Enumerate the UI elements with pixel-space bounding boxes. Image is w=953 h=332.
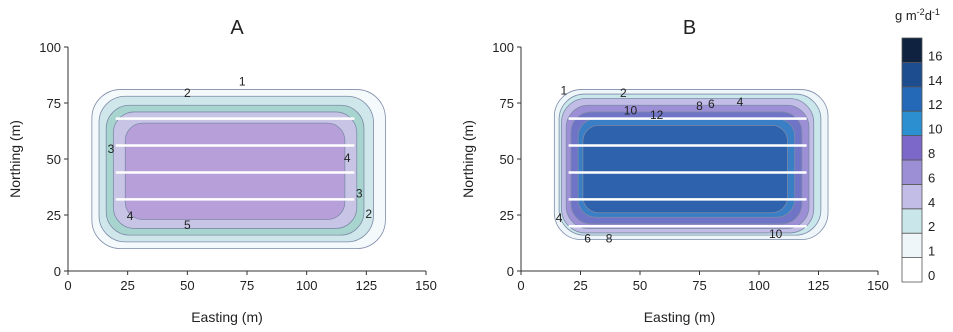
x-tick-label: 150	[867, 278, 889, 293]
colorbar-bin	[901, 62, 923, 88]
colorbar-tick-label: 0	[928, 268, 935, 283]
x-tick-label: 100	[296, 278, 318, 293]
colorbar-bin	[901, 183, 923, 210]
y-tick-label: 0	[507, 264, 514, 279]
contour-label: 8	[606, 231, 613, 245]
x-tick-label: 75	[240, 278, 254, 293]
contour-label: 4	[737, 95, 744, 109]
colorbar-bin	[901, 232, 923, 258]
y-tick-label: 75	[500, 96, 514, 111]
panel-B: B1 210 128 6 446 8 100 25 50 75 100 125 150025507510…	[460, 17, 889, 325]
colorbar-tick-label: 16	[928, 48, 942, 63]
colorbar-bin	[901, 37, 923, 63]
colorbar-tick-label: 14	[928, 73, 942, 88]
contour-label: 12	[650, 108, 664, 122]
x-tick-label: 0	[517, 278, 524, 293]
colorbar-tick-label: 4	[928, 195, 935, 210]
colorbar-unit-part: d	[925, 8, 932, 23]
contour-label: 3	[108, 142, 115, 156]
x-tick-label: 25	[573, 278, 587, 293]
colorbar-bin	[901, 159, 923, 185]
contour-level-12	[582, 125, 788, 214]
colorbar-bin	[901, 86, 923, 112]
x-tick-label: 125	[808, 278, 830, 293]
contour-label: 1	[560, 84, 567, 98]
y-tick-label: 100	[39, 40, 61, 55]
x-tick-label: 100	[748, 278, 770, 293]
y-tick-label: 50	[47, 152, 61, 167]
contour-label: 5	[184, 218, 191, 232]
colorbar-unit: g m-2d-1	[895, 7, 940, 23]
x-axis-label: Easting (m)	[191, 309, 263, 325]
x-axis-label: Easting (m)	[644, 309, 716, 325]
contour-label: 2	[365, 207, 372, 221]
colorbar-unit-part: g m	[895, 8, 917, 23]
y-axis-label: Northing (m)	[7, 120, 23, 198]
contour-label: 8	[696, 99, 703, 113]
contour-label: 3	[356, 187, 363, 201]
colorbar-tick-label: 12	[928, 97, 942, 112]
colorbar-tick-label: 10	[928, 122, 942, 137]
contour-label: 4	[127, 209, 134, 223]
colorbar-unit-part: -1	[932, 7, 940, 17]
contour-label: 4	[556, 211, 563, 225]
y-tick-label: 50	[500, 152, 514, 167]
colorbar-tick-label: 2	[928, 219, 935, 234]
colorbar-bin	[901, 135, 923, 161]
contour-label: 1	[239, 75, 246, 89]
x-tick-label: 75	[692, 278, 706, 293]
colorbar-tick-label: 6	[928, 170, 935, 185]
contour-label: 2	[184, 86, 191, 100]
x-tick-label: 50	[180, 278, 194, 293]
colorbar-bin	[901, 110, 923, 136]
contour-label: 4	[344, 151, 351, 165]
x-tick-label: 150	[415, 278, 437, 293]
y-tick-label: 75	[47, 96, 61, 111]
y-tick-label: 25	[500, 208, 514, 223]
y-axis-label: Northing (m)	[460, 120, 476, 198]
y-tick-label: 25	[47, 208, 61, 223]
y-tick-label: 0	[54, 264, 61, 279]
panel-title: A	[230, 17, 244, 39]
colorbar-unit-part: -2	[917, 7, 925, 17]
contour-label: 6	[584, 231, 591, 245]
colorbar-bin	[901, 208, 923, 234]
panel-title: B	[683, 17, 696, 39]
x-tick-label: 125	[355, 278, 377, 293]
x-tick-label: 0	[64, 278, 71, 293]
colorbar-tick-label: 1	[928, 244, 935, 259]
contour-label: 6	[708, 97, 715, 111]
colorbar-bin	[901, 257, 923, 283]
contour-label: 10	[769, 227, 783, 241]
y-tick-label: 100	[492, 40, 514, 55]
contour-label: 2	[620, 86, 627, 100]
x-tick-label: 25	[120, 278, 134, 293]
colorbar-tick-label: 8	[928, 146, 935, 161]
contour-label: 10	[624, 104, 638, 118]
x-tick-label: 50	[633, 278, 647, 293]
